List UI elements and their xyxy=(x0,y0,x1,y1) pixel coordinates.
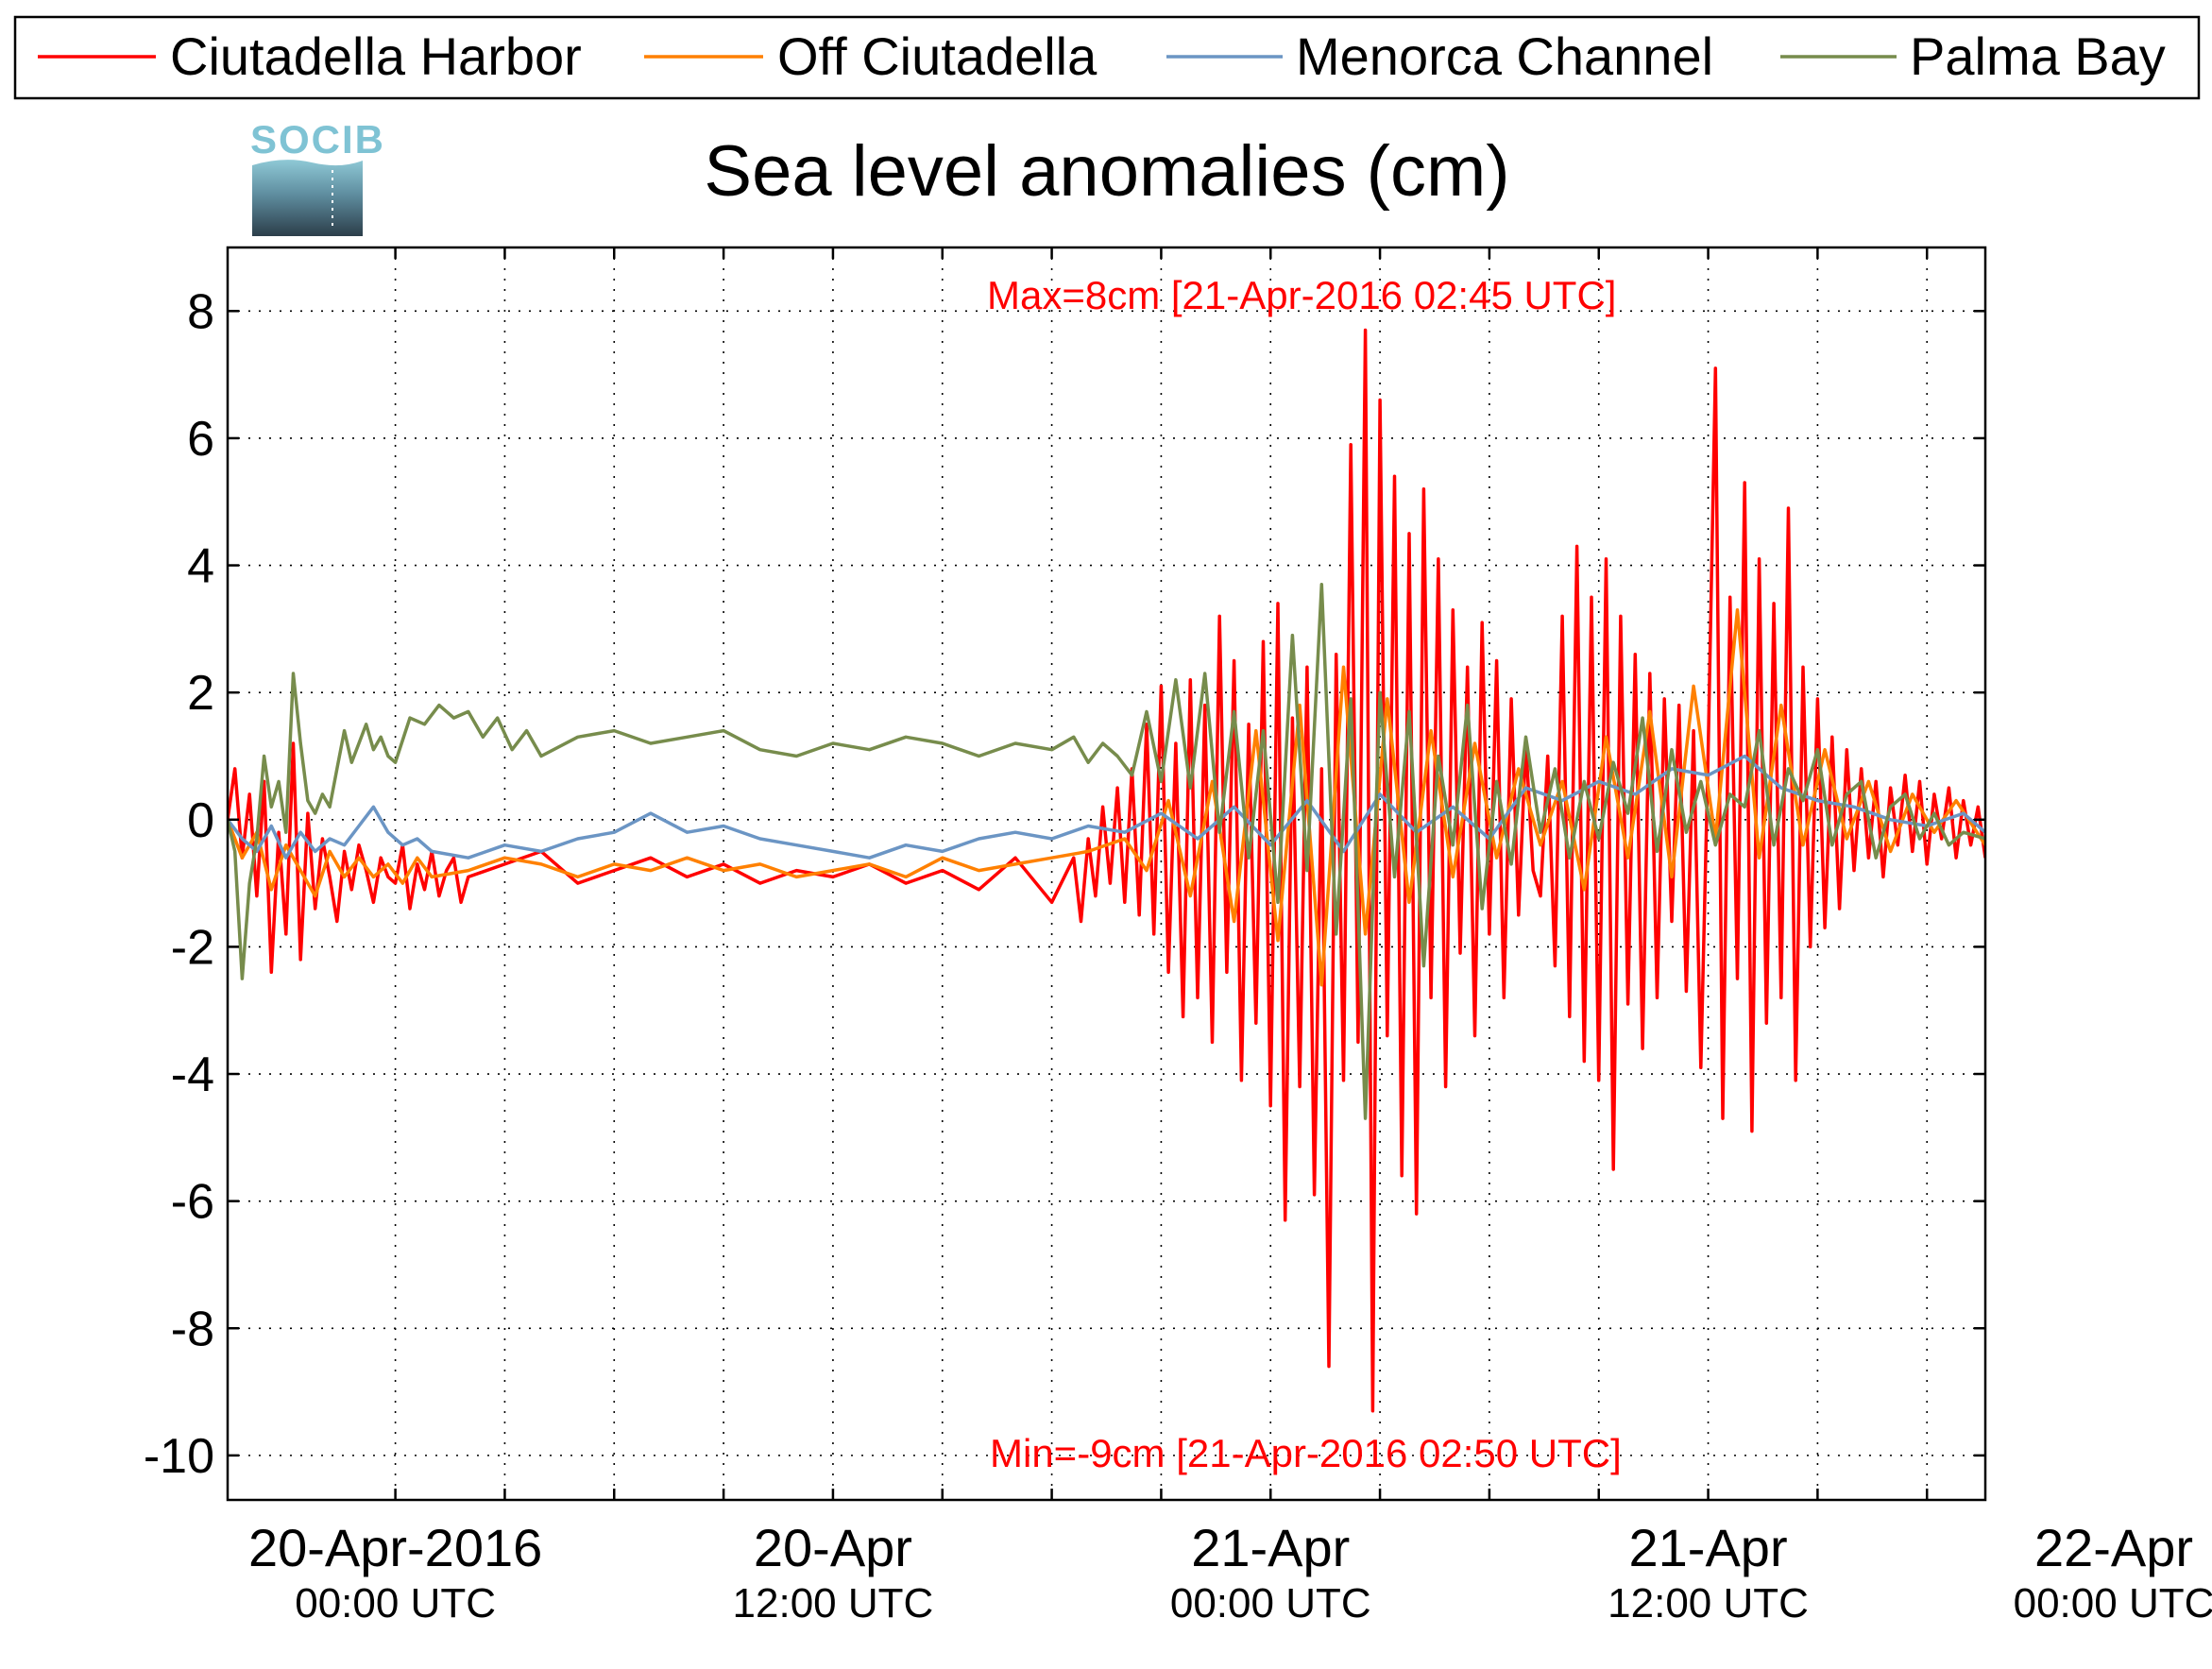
x-tick-sublabel: 12:00 UTC xyxy=(1608,1580,1809,1626)
y-tick-label: 6 xyxy=(187,412,214,467)
max-annotation: Max=8cm [21-Apr-2016 02:45 UTC] xyxy=(987,273,1616,317)
legend-label-menorca-channel: Menorca Channel xyxy=(1296,26,1713,86)
x-tick-sublabel: 00:00 UTC xyxy=(2014,1580,2212,1626)
x-tick-sublabel: 00:00 UTC xyxy=(1170,1580,1371,1626)
legend: Ciutadella Harbor Off Ciutadella Menorca… xyxy=(13,15,2201,100)
series-palma-bay xyxy=(228,582,1985,1120)
y-tick-label: 4 xyxy=(187,539,214,594)
x-tick-sublabel: 12:00 UTC xyxy=(733,1580,934,1626)
x-tick-label: 20-Apr xyxy=(754,1518,912,1577)
y-tick-label: -8 xyxy=(171,1302,214,1356)
ticks xyxy=(228,247,1985,1500)
y-tick-label: 2 xyxy=(187,666,214,721)
series-layer xyxy=(228,328,1985,1413)
y-axis-labels: 8 6 4 2 0 -2 -4 -6 -8 -10 xyxy=(144,284,214,1484)
socib-logo-text: SOCIB xyxy=(250,117,385,162)
chart-title: Sea level anomalies (cm) xyxy=(704,131,1509,212)
socib-logo-wave-icon xyxy=(252,160,363,236)
y-tick-label: -10 xyxy=(144,1429,214,1484)
y-tick-label: -2 xyxy=(171,920,214,975)
series-ciutadella-harbor xyxy=(228,328,1985,1413)
plot-area xyxy=(226,246,1987,1502)
x-tick-sublabel: 00:00 UTC xyxy=(295,1580,496,1626)
legend-label-ciutadella-harbor: Ciutadella Harbor xyxy=(170,26,582,86)
series-menorca-channel xyxy=(228,754,1985,860)
plot-frame xyxy=(226,246,1987,1502)
y-tick-label: 0 xyxy=(187,793,214,848)
y-tick-label: -4 xyxy=(171,1047,214,1102)
legend-label-palma-bay: Palma Bay xyxy=(1910,26,2166,86)
socib-logo: SOCIB xyxy=(250,117,385,236)
x-tick-label: 21-Apr xyxy=(1191,1518,1350,1577)
y-tick-label: 8 xyxy=(187,284,214,339)
x-tick-label: 21-Apr xyxy=(1629,1518,1788,1577)
grid xyxy=(228,247,1985,1500)
x-tick-label: 20-Apr-2016 xyxy=(248,1518,542,1577)
legend-label-off-ciutadella: Off Ciutadella xyxy=(777,26,1097,86)
y-tick-label: -6 xyxy=(171,1175,214,1230)
x-tick-label: 22-Apr xyxy=(2034,1518,2193,1577)
min-annotation: Min=-9cm [21-Apr-2016 02:50 UTC] xyxy=(990,1431,1622,1475)
